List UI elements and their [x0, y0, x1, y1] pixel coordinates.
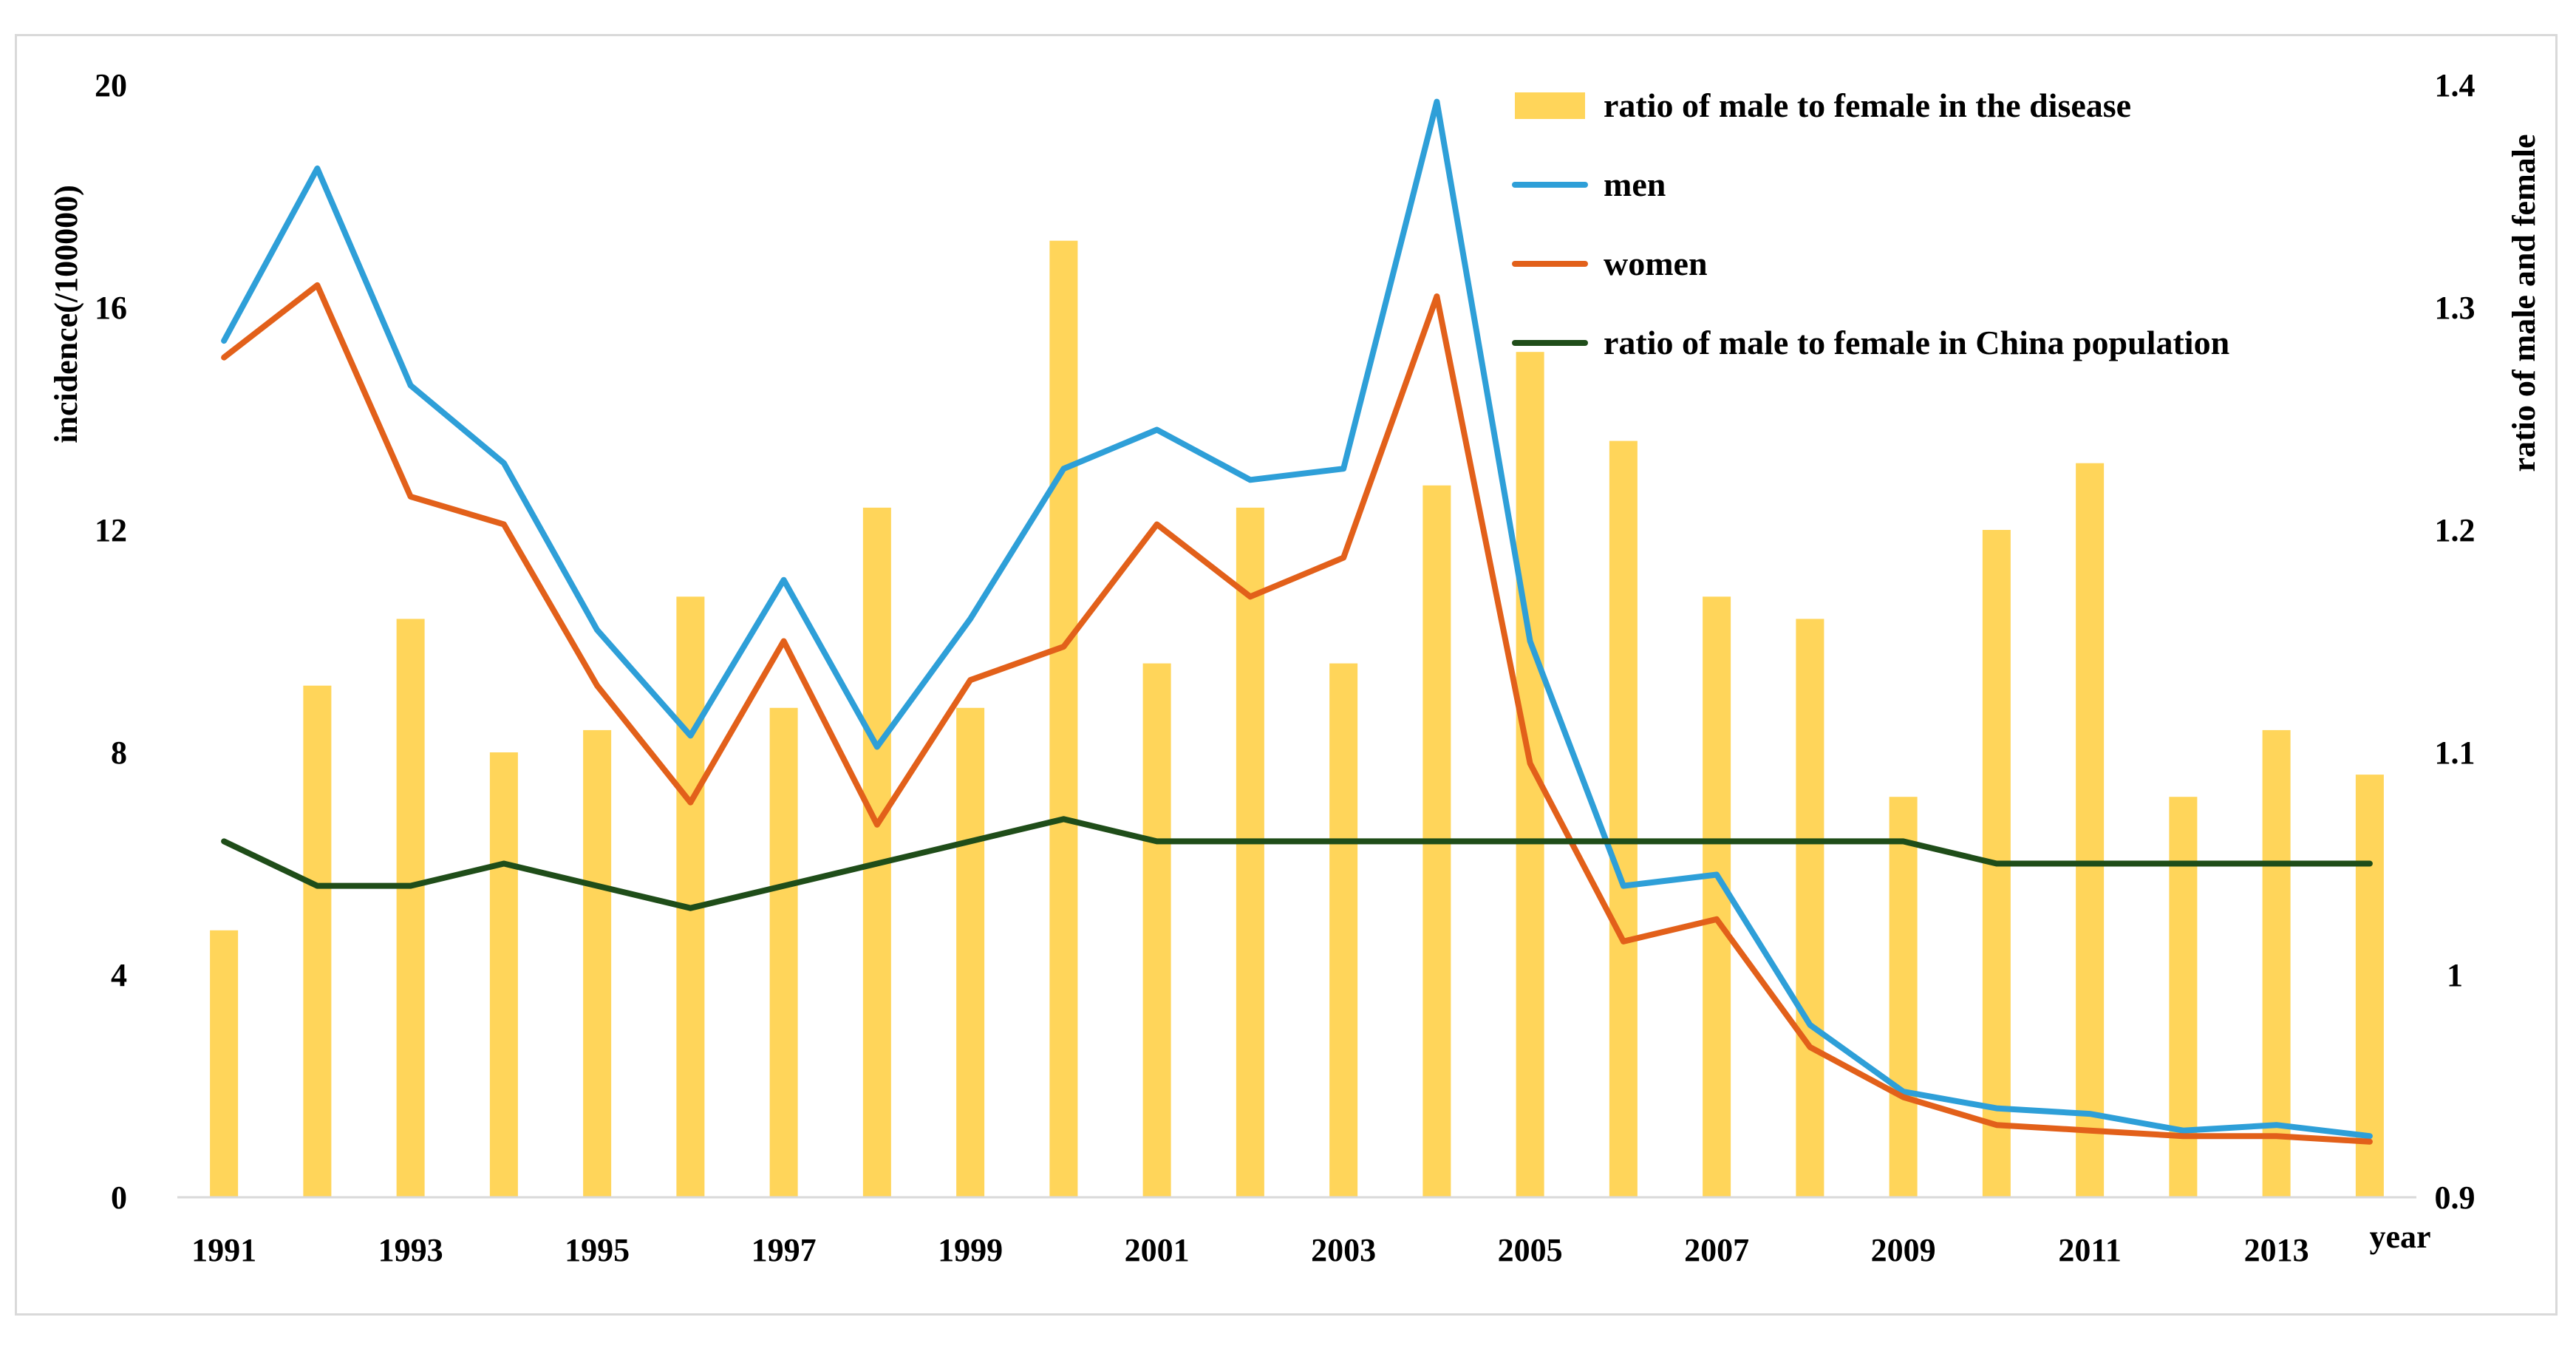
x-tick-label: 2013 [2244, 1232, 2309, 1268]
line-series-group [221, 98, 2373, 1145]
chart-frame [15, 34, 2558, 1316]
bar-1991 [210, 930, 239, 1197]
right-tick-label: 1.1 [2435, 735, 2476, 771]
right-tick-label: 1.3 [2435, 290, 2476, 326]
bar-2014 [2355, 775, 2384, 1197]
left-tick-label: 8 [111, 735, 127, 771]
right-y-axis-ticks: 0.9 1 1.1 1.2 1.3 1.4 [2435, 67, 2476, 1216]
bar-2003 [1329, 663, 1358, 1197]
x-tick-label: 1993 [378, 1232, 443, 1268]
bar-1993 [396, 619, 425, 1197]
left-y-axis-ticks: 0 4 8 12 16 20 [95, 67, 127, 1216]
legend-label: men [1604, 166, 1666, 203]
legend-label: ratio of male to female in China populat… [1604, 324, 2229, 361]
left-tick-label: 12 [95, 512, 127, 548]
bar-2007 [1703, 596, 1731, 1197]
bar-2000 [1049, 240, 1078, 1198]
line-ratio-of-male-to-female-in-china-population [221, 816, 2373, 911]
bar-series-disease-ratio [210, 240, 2384, 1198]
bar-1998 [862, 507, 891, 1197]
bar-2002 [1236, 507, 1264, 1197]
legend-label: ratio of male to female in the disease [1604, 86, 2131, 124]
x-tick-label: 1991 [191, 1232, 256, 1268]
x-tick-label: 1999 [938, 1232, 1003, 1268]
x-tick-label: 2001 [1125, 1232, 1190, 1268]
x-axis-ticks: 1991 1993 1995 1997 1999 2001 2003 2005 2007 2009… [191, 1232, 2309, 1268]
bar-1996 [676, 596, 705, 1197]
right-tick-label: 1.4 [2435, 67, 2476, 103]
bar-1994 [489, 752, 518, 1197]
legend: ratio of male to female in the disease me… [1512, 86, 2229, 361]
bar-2006 [1609, 440, 1638, 1197]
left-axis-title: incidence(/100000) [48, 185, 84, 443]
bar-2013 [2262, 729, 2291, 1197]
right-tick-label: 0.9 [2435, 1180, 2476, 1216]
x-tick-label: 2009 [1871, 1232, 1936, 1268]
bar-2008 [1796, 619, 1824, 1197]
left-tick-label: 4 [111, 957, 127, 993]
bar-2005 [1516, 352, 1544, 1198]
bar-1995 [583, 729, 612, 1197]
left-tick-label: 0 [111, 1180, 127, 1216]
right-tick-label: 1.2 [2435, 512, 2476, 548]
bar-2001 [1142, 663, 1171, 1197]
x-tick-label: 2005 [1498, 1232, 1563, 1268]
bar-2009 [1889, 797, 1918, 1197]
x-axis-title: year [2369, 1219, 2430, 1255]
line-men [221, 98, 2373, 1140]
bar-1992 [303, 685, 332, 1197]
left-tick-label: 20 [95, 67, 127, 103]
right-axis-title: ratio of male and female [2506, 135, 2542, 472]
x-tick-label: 2007 [1684, 1232, 1749, 1268]
left-tick-label: 16 [95, 290, 127, 326]
x-tick-label: 1995 [565, 1232, 630, 1268]
legend-swatch-bar [1515, 92, 1585, 119]
x-tick-label: 1997 [752, 1232, 817, 1268]
x-tick-label: 2011 [2058, 1232, 2122, 1268]
bar-1997 [769, 707, 798, 1197]
right-tick-label: 1 [2447, 957, 2463, 993]
x-tick-label: 2003 [1311, 1232, 1376, 1268]
legend-label: women [1604, 245, 1708, 282]
bar-1999 [956, 707, 985, 1197]
line-women [221, 282, 2373, 1145]
bar-2011 [2076, 463, 2105, 1197]
